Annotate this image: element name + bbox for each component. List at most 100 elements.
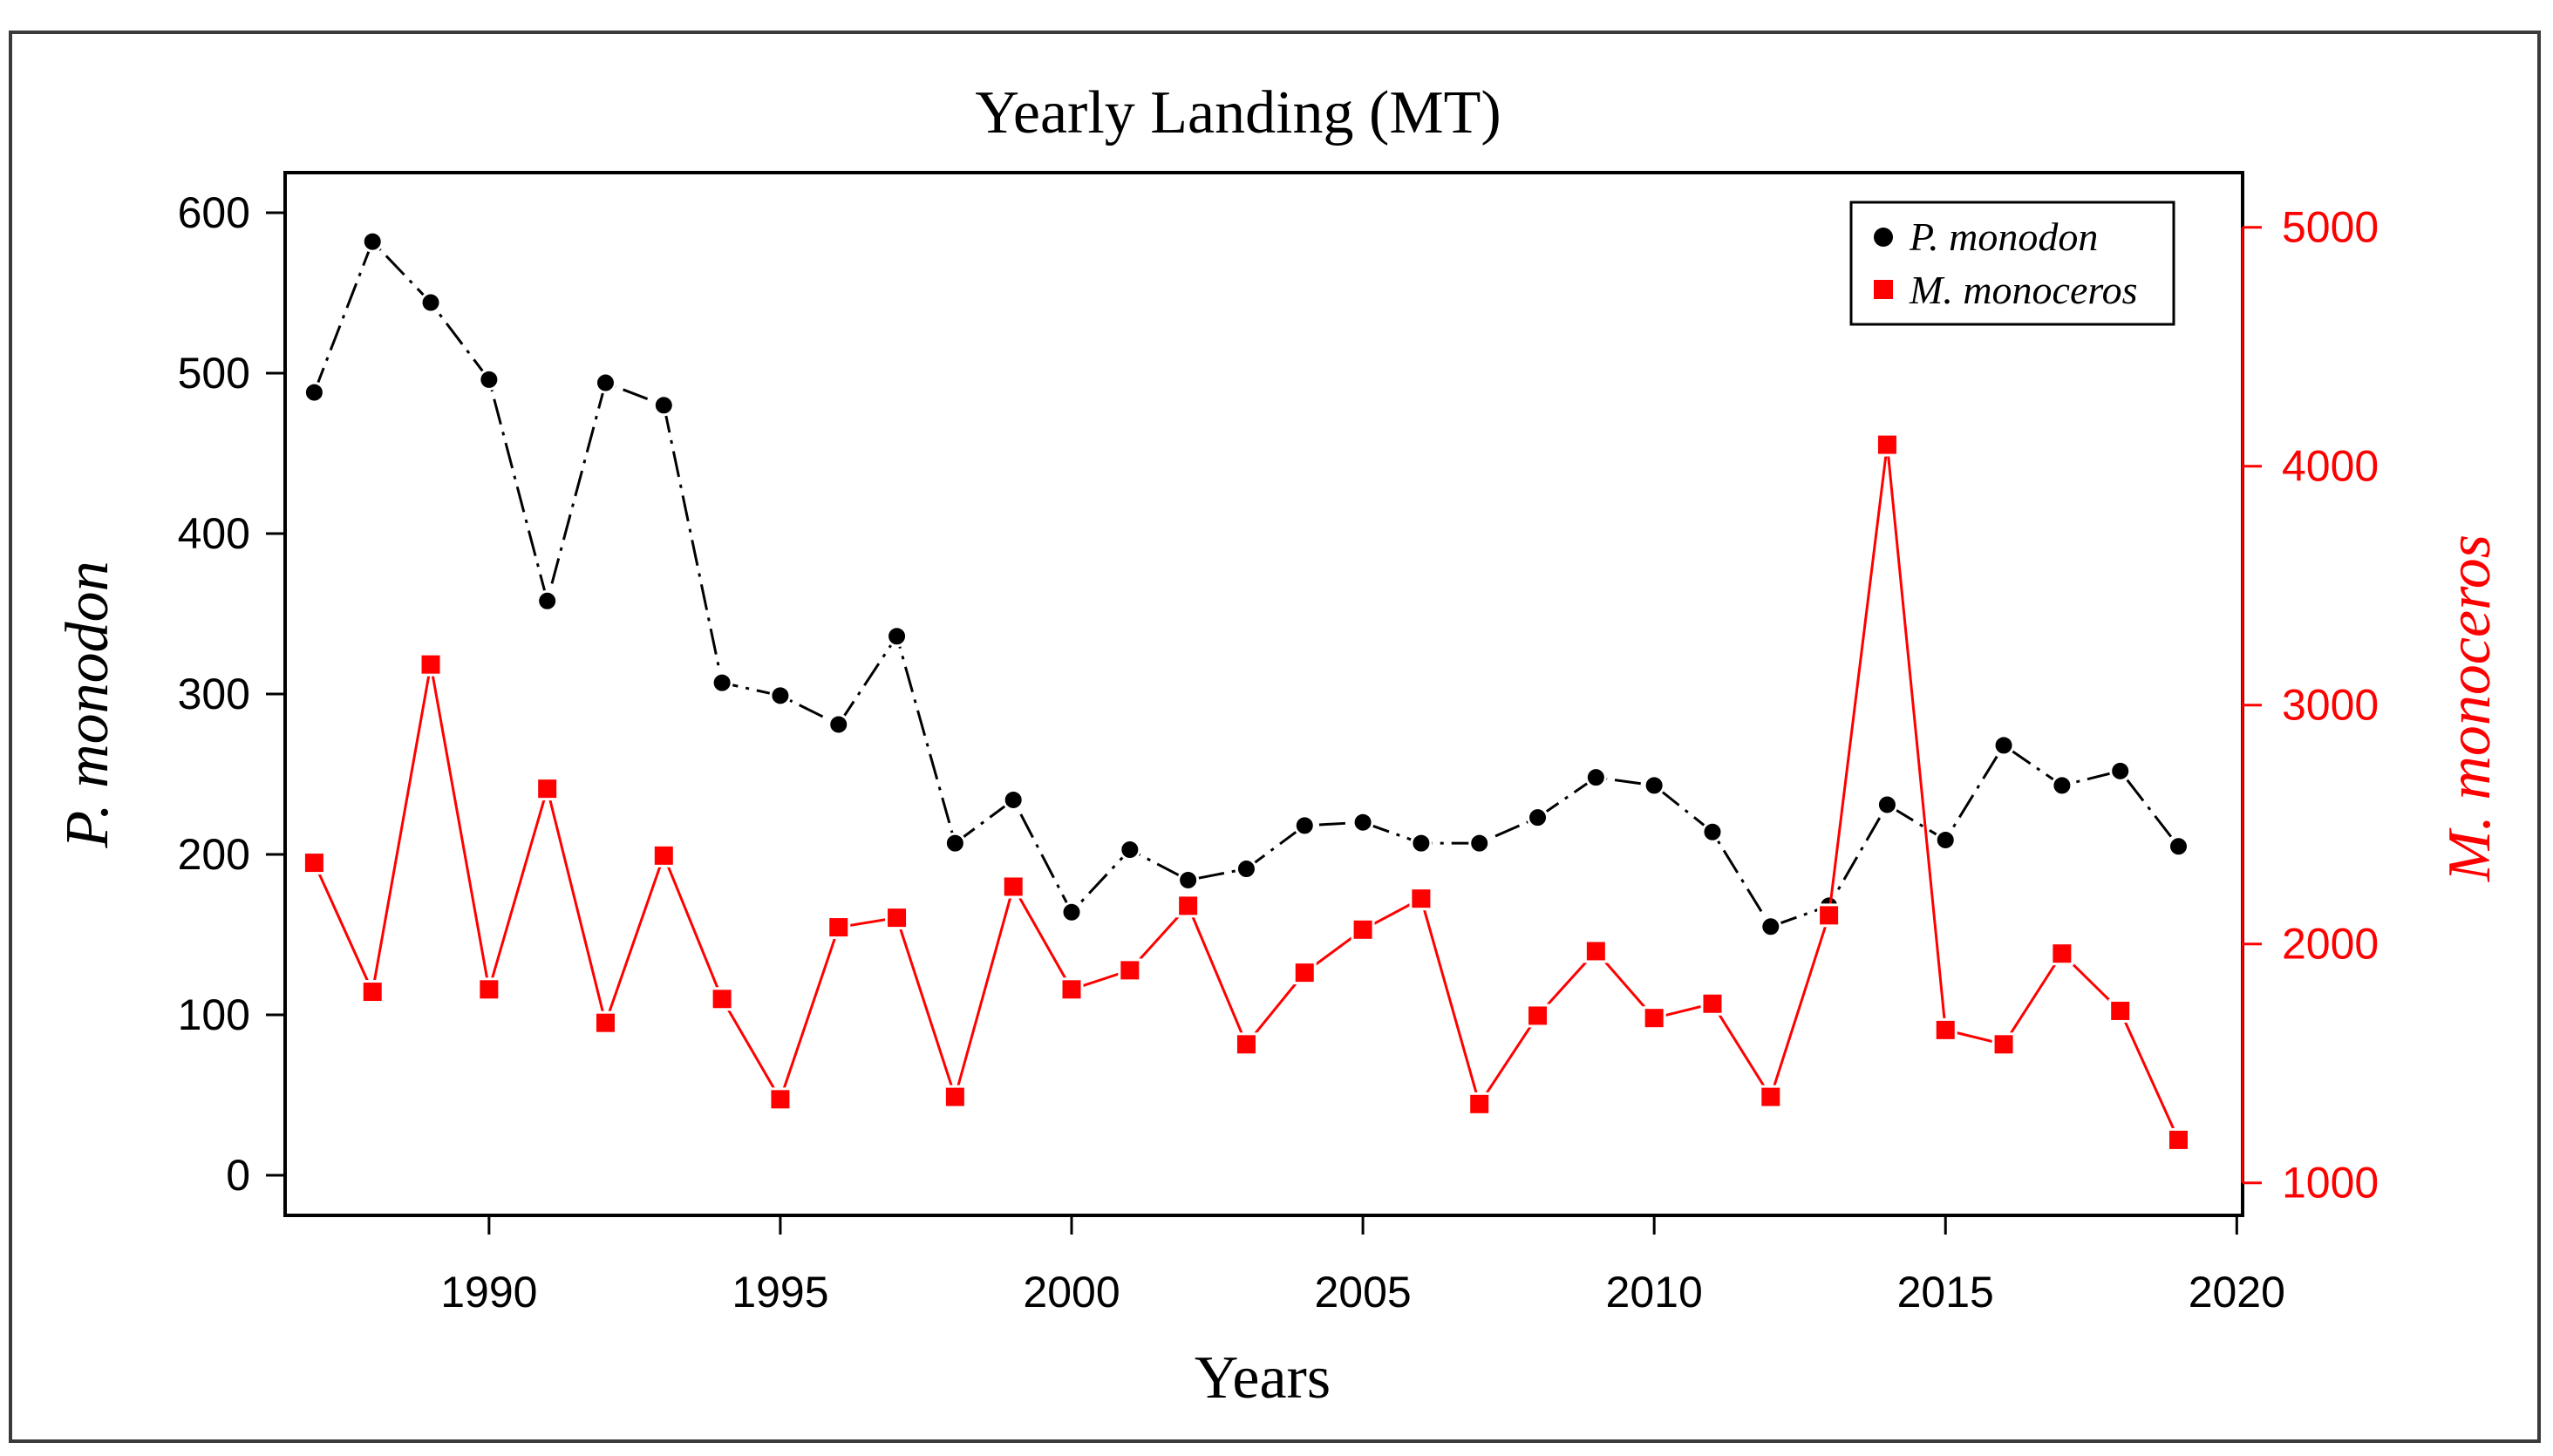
point-p-monodon — [711, 671, 733, 694]
legend-marker-p-monodon — [1874, 228, 1893, 247]
point-p-monodon — [478, 368, 500, 391]
point-m-monoceros — [419, 652, 443, 677]
point-p-monodon — [1351, 811, 1374, 833]
point-p-monodon — [943, 832, 966, 854]
point-p-monodon — [1177, 868, 1200, 891]
point-m-monoceros — [593, 1010, 617, 1035]
point-p-monodon — [594, 371, 616, 394]
legend: P. monodon M. monoceros — [1849, 201, 2175, 326]
point-p-monodon — [1992, 734, 2015, 757]
point-p-monodon — [2109, 759, 2132, 782]
x-tick-label: 1990 — [440, 1268, 537, 1317]
y-axis-right: 1000 2000 3000 4000 5000 — [2241, 203, 2379, 1208]
x-tick-label: 2005 — [1314, 1268, 1411, 1317]
point-m-monoceros — [302, 851, 326, 875]
y-right-tick-label: 5000 — [2282, 203, 2379, 252]
point-m-monoceros — [1759, 1085, 1783, 1109]
point-m-monoceros — [1059, 977, 1084, 1002]
legend-label-m-monoceros: M. monoceros — [1909, 268, 2137, 312]
point-p-monodon — [1410, 832, 1433, 854]
point-p-monodon — [1584, 766, 1607, 789]
point-m-monoceros — [1467, 1092, 1492, 1116]
y-left-tick-label: 500 — [178, 349, 250, 398]
point-p-monodon — [2168, 835, 2190, 858]
x-tick-label: 2000 — [1023, 1268, 1120, 1317]
series-group — [302, 230, 2191, 1152]
point-m-monoceros — [1409, 887, 1433, 911]
point-p-monodon — [361, 230, 384, 253]
x-tick-label: 2020 — [2189, 1268, 2285, 1317]
y-left-tick-label: 300 — [178, 670, 250, 718]
point-m-monoceros — [360, 980, 385, 1004]
point-m-monoceros — [768, 1087, 793, 1112]
point-m-monoceros — [1642, 1006, 1666, 1031]
point-p-monodon — [1119, 838, 1141, 861]
y-left-tick-label: 600 — [178, 188, 250, 237]
point-p-monodon — [1760, 915, 1782, 938]
y-left-tick-label: 100 — [178, 990, 250, 1039]
point-p-monodon — [2051, 774, 2073, 797]
point-p-monodon — [1293, 814, 1316, 837]
point-p-monodon — [1527, 806, 1549, 829]
point-p-monodon — [1876, 793, 1898, 816]
point-m-monoceros — [2050, 942, 2074, 966]
point-m-monoceros — [1526, 1004, 1550, 1028]
point-p-monodon — [536, 589, 559, 612]
point-m-monoceros — [2108, 998, 2133, 1023]
x-tick-label: 2010 — [1606, 1268, 1703, 1317]
y-right-tick-label: 4000 — [2282, 442, 2379, 491]
point-m-monoceros — [1351, 917, 1375, 942]
point-m-monoceros — [1991, 1032, 2016, 1057]
point-p-monodon — [827, 713, 850, 736]
point-p-monodon — [769, 684, 792, 707]
x-axis-label: Years — [1195, 1344, 1331, 1412]
y-right-tick-label: 3000 — [2282, 681, 2379, 730]
point-p-monodon — [419, 291, 442, 314]
point-p-monodon — [1934, 828, 1957, 851]
point-m-monoceros — [827, 915, 851, 940]
x-axis: 1990 1995 2000 2005 2010 2015 2020 — [440, 1214, 2285, 1317]
point-m-monoceros — [1817, 903, 1842, 928]
point-m-monoceros — [1700, 991, 1725, 1016]
point-m-monoceros — [1292, 961, 1317, 985]
y-axis-left: 0 100 200 300 400 500 600 — [178, 188, 287, 1200]
point-p-monodon — [1060, 901, 1083, 923]
point-m-monoceros — [1176, 894, 1201, 918]
point-p-monodon — [1701, 820, 1724, 843]
legend-box — [1849, 201, 2175, 326]
point-p-monodon — [303, 381, 325, 404]
point-p-monodon — [652, 394, 675, 417]
point-m-monoceros — [943, 1085, 967, 1109]
point-m-monoceros — [477, 977, 501, 1002]
series-line-p-monodon — [313, 239, 2180, 929]
legend-label-p-monodon: P. monodon — [1909, 214, 2098, 259]
point-p-monodon — [1002, 788, 1025, 811]
y-left-tick-label: 200 — [178, 830, 250, 879]
point-m-monoceros — [651, 843, 676, 867]
x-tick-label: 1995 — [732, 1268, 828, 1317]
point-m-monoceros — [1583, 939, 1608, 963]
point-p-monodon — [886, 625, 909, 648]
plot-area-frame — [283, 171, 2244, 1217]
point-m-monoceros — [1933, 1017, 1957, 1042]
point-m-monoceros — [2167, 1127, 2191, 1152]
point-p-monodon — [1235, 858, 1257, 881]
y-axis-left-label: P. monodon — [54, 561, 121, 848]
point-m-monoceros — [535, 777, 560, 801]
y-left-tick-label: 400 — [178, 509, 250, 558]
point-p-monodon — [1643, 774, 1665, 797]
y-left-tick-label: 0 — [226, 1151, 250, 1200]
x-tick-label: 2015 — [1897, 1268, 1994, 1317]
y-axis-right-label: M. monoceros — [2436, 534, 2503, 882]
point-m-monoceros — [1875, 432, 1899, 457]
point-m-monoceros — [1118, 958, 1142, 983]
chart-title: Yearly Landing (MT) — [975, 79, 1501, 146]
point-m-monoceros — [1001, 874, 1025, 899]
point-m-monoceros — [710, 987, 734, 1011]
point-p-monodon — [1468, 832, 1491, 854]
point-m-monoceros — [1234, 1032, 1258, 1057]
point-m-monoceros — [885, 906, 909, 930]
y-right-tick-label: 1000 — [2282, 1159, 2379, 1208]
legend-marker-m-monoceros — [1874, 280, 1893, 299]
